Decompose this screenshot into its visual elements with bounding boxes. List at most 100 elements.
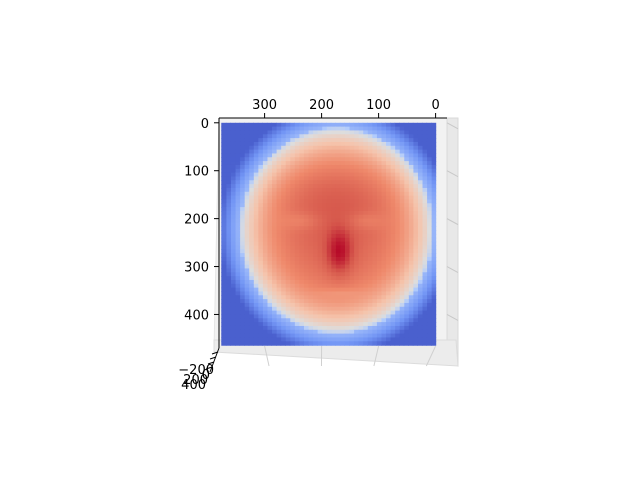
surface-patch	[257, 241, 263, 247]
surface-patch	[289, 210, 295, 216]
surface-patch	[417, 180, 423, 185]
surface-patch	[431, 210, 437, 216]
surface-patch	[344, 245, 350, 250]
surface-patch	[294, 199, 300, 204]
surface-patch	[266, 245, 273, 250]
surface-patch	[380, 322, 387, 327]
surface-patch	[348, 230, 355, 235]
surface-patch	[271, 279, 277, 285]
surface-patch	[303, 272, 309, 277]
surface-patch	[298, 226, 304, 231]
surface-patch	[344, 264, 350, 270]
surface-patch	[330, 276, 336, 281]
surface-patch	[348, 157, 355, 162]
surface-patch	[417, 295, 423, 300]
surface-patch	[344, 276, 350, 281]
surface-patch	[371, 161, 377, 166]
surface-patch	[280, 180, 286, 185]
surface-patch	[376, 325, 382, 331]
surface-patch	[285, 168, 291, 174]
surface-patch	[380, 237, 387, 243]
surface-patch	[412, 218, 418, 224]
surface-patch	[294, 218, 300, 224]
surface-patch	[344, 134, 350, 139]
surface-patch	[421, 184, 428, 189]
surface-patch	[239, 333, 245, 339]
surface-patch	[367, 176, 373, 181]
surface-patch	[376, 341, 382, 346]
surface-patch	[262, 149, 268, 155]
surface-patch	[371, 157, 377, 162]
surface-patch	[348, 168, 355, 174]
surface-patch	[298, 203, 304, 208]
surface-patch	[353, 226, 359, 231]
surface-patch	[353, 333, 359, 339]
surface-patch	[431, 126, 437, 132]
surface-patch	[298, 187, 304, 193]
surface-patch	[289, 287, 295, 293]
surface-patch	[339, 168, 345, 174]
surface-patch	[244, 126, 250, 132]
surface-patch	[326, 226, 332, 231]
surface-patch	[344, 214, 350, 220]
surface-patch	[280, 149, 286, 155]
surface-patch	[294, 325, 300, 331]
surface-patch	[394, 299, 400, 304]
surface-patch	[358, 230, 364, 235]
surface-patch	[294, 260, 300, 266]
surface-patch	[262, 245, 268, 250]
surface-patch	[367, 260, 373, 266]
surface-patch	[417, 168, 423, 174]
surface-patch	[321, 337, 327, 342]
surface-patch	[426, 161, 432, 166]
surface-patch	[262, 318, 268, 323]
surface-patch	[285, 141, 291, 147]
surface-patch	[276, 249, 282, 254]
surface-patch	[367, 230, 373, 235]
surface-patch	[376, 291, 382, 296]
surface-patch	[234, 164, 241, 170]
surface-patch	[390, 272, 396, 277]
surface-patch	[294, 226, 300, 231]
surface-patch	[298, 145, 304, 151]
surface-patch	[380, 230, 387, 235]
surface-patch	[330, 302, 336, 308]
surface-patch	[257, 295, 263, 300]
surface-patch	[344, 161, 350, 166]
surface-patch	[230, 310, 236, 316]
surface-patch	[376, 306, 382, 312]
surface-patch	[431, 153, 437, 158]
surface-patch	[221, 226, 227, 231]
surface-patch	[362, 149, 368, 155]
surface-patch	[298, 161, 304, 166]
surface-patch	[394, 176, 400, 181]
surface-patch	[390, 310, 396, 316]
x-tick-label: 100	[366, 98, 391, 113]
surface-patch	[426, 164, 432, 170]
surface-patch	[358, 187, 364, 193]
surface-patch	[285, 157, 291, 162]
surface-patch	[362, 245, 368, 250]
surface-patch	[221, 283, 227, 289]
surface-patch	[362, 199, 368, 204]
surface-patch	[248, 314, 254, 319]
surface-patch	[266, 210, 273, 216]
surface-patch	[285, 299, 291, 304]
surface-patch	[253, 249, 259, 254]
surface-patch	[371, 134, 377, 139]
surface-patch	[399, 291, 405, 296]
surface-patch	[321, 245, 327, 250]
surface-patch	[298, 207, 304, 212]
surface-patch	[353, 295, 359, 300]
surface-patch	[403, 195, 409, 201]
surface-patch	[221, 195, 227, 201]
surface-patch	[326, 237, 332, 243]
surface-patch	[421, 230, 428, 235]
surface-patch	[244, 253, 250, 258]
surface-patch	[317, 245, 323, 250]
surface-patch	[348, 299, 355, 304]
surface-patch	[303, 145, 309, 151]
surface-patch	[230, 207, 236, 212]
surface-patch	[417, 329, 423, 335]
surface-patch	[330, 180, 336, 185]
